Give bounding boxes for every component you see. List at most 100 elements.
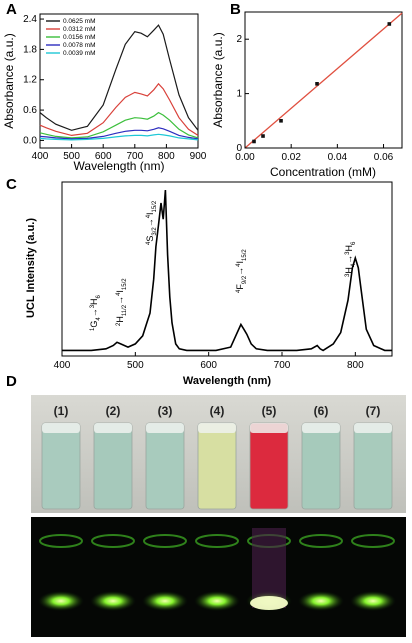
panel-c-xtick-label: 500 — [127, 360, 144, 371]
svg-text:2H11/2→4I15/2: 2H11/2→4I15/2 — [115, 278, 128, 326]
panel-c-xtick-label: 700 — [274, 360, 291, 371]
vial-2: (2) — [90, 404, 136, 611]
vial-label: (7) — [366, 404, 381, 418]
vial-solution — [353, 422, 393, 510]
panel-a-legend-label: 0.0039 mM — [63, 50, 96, 57]
vial-5: (5) — [246, 404, 292, 611]
panel-a-xtick-label: 500 — [63, 151, 80, 162]
vial-label: (5) — [262, 404, 277, 418]
panel-b-point — [315, 82, 319, 86]
panel-b-ytick-label: 1 — [236, 89, 242, 100]
annotation-g4-h6: 1G4→3H6 — [89, 294, 102, 331]
vial-5-glow-core — [250, 596, 288, 610]
panel-b-xtick-label: 0.06 — [374, 152, 394, 163]
panel-b-xtick-label: 0.04 — [328, 152, 348, 163]
vial-solution — [301, 422, 341, 510]
vial-glow-rim — [39, 534, 83, 548]
panel-a-xtick-label: 900 — [190, 151, 207, 162]
panel-a-legend-label: 0.0625 mM — [63, 18, 96, 25]
vial-label: (3) — [158, 404, 173, 418]
vial-6: (6) — [298, 404, 344, 611]
vial-glow-band — [194, 591, 240, 611]
panel-d-photo: (1) (2) (3) (4) (5) (6) (7) — [31, 395, 406, 637]
panel-letter-a: A — [6, 1, 17, 18]
vial-3: (3) — [142, 404, 188, 611]
panel-letter-d: D — [6, 373, 17, 390]
panel-b-frame — [244, 11, 403, 149]
panel-b-xtick-label: 0.02 — [281, 152, 301, 163]
panel-a-xlabel: Wavelength (nm) — [74, 159, 165, 173]
vial-solution — [41, 422, 81, 510]
panel-letter-c: C — [6, 176, 17, 193]
svg-text:4S3/2→4I15/2: 4S3/2→4I15/2 — [145, 200, 158, 245]
vial-glow-band — [90, 591, 136, 611]
panel-a-xtick-label: 700 — [126, 151, 143, 162]
vial-solution — [249, 422, 289, 510]
photo-bottom-background — [31, 517, 406, 637]
vial-glow-rim — [143, 534, 187, 548]
panel-c-xtick-label: 400 — [54, 360, 71, 371]
vial-label: (4) — [210, 404, 225, 418]
panel-c-xtick-label: 600 — [200, 360, 217, 371]
svg-text:4F9/2→4I15/2: 4F9/2→4I15/2 — [235, 249, 248, 293]
vial-glow-band — [298, 591, 344, 611]
vial-meniscus — [42, 423, 80, 433]
panel-a-series-3 — [39, 127, 199, 140]
vial-glow-rim — [195, 534, 239, 548]
panel-b-ylabel: Absorbance (a.u.) — [211, 32, 225, 127]
vial-4: (4) — [194, 404, 240, 611]
panel-a-series-0 — [39, 24, 199, 131]
svg-text:1G4→3H6: 1G4→3H6 — [89, 294, 102, 331]
panel-a-ytick-label: 2.4 — [23, 14, 37, 25]
panel-b-xtick-label: 0.00 — [235, 152, 255, 163]
vial-meniscus — [302, 423, 340, 433]
panel-c-frame — [61, 181, 393, 357]
panel-a-ytick-label: 1.8 — [23, 44, 37, 55]
panel-c-xlabel: Wavelength (nm) — [183, 375, 272, 387]
panel-a-series-4 — [39, 133, 199, 141]
vial-meniscus — [146, 423, 184, 433]
panel-b-point — [261, 134, 265, 138]
panel-c-xtick-label: 800 — [347, 360, 364, 371]
annotation-f92-i152: 4F9/2→4I15/2 — [235, 249, 248, 293]
panel-a-series-1 — [39, 82, 199, 137]
vial-meniscus — [94, 423, 132, 433]
panel-c-ylabel: UCL Intensity (a.u.) — [25, 218, 37, 318]
panel-b-point — [387, 22, 392, 26]
panel-a-chart: 0.0 0.6 1.2 1.8 2.4 400 500 600 700 800 900 0.062… — [2, 13, 207, 173]
panel-a-legend-label: 0.0156 mM — [63, 34, 96, 41]
vial-glow-band — [38, 591, 84, 611]
vial-1: (1) — [38, 404, 84, 611]
panel-a-xtick-label: 400 — [32, 151, 49, 162]
panel-a-frame — [39, 13, 199, 149]
panel-a-legend-label: 0.0078 mM — [63, 42, 96, 49]
panel-a-xtick-label: 800 — [158, 151, 175, 162]
panel-a-ytick-label: 0.6 — [23, 105, 37, 116]
vial-glow-band — [142, 591, 188, 611]
annotation-h112-i152: 2H11/2→4I15/2 — [115, 278, 128, 326]
vial-meniscus — [198, 423, 236, 433]
annotation-s32-i152: 4S3/2→4I15/2 — [145, 200, 158, 245]
panel-a-series-2 — [39, 111, 199, 139]
panel-b-fit-line — [244, 12, 403, 149]
panel-b-ytick-label: 0 — [236, 143, 242, 154]
vial-solution — [145, 422, 185, 510]
vial-meniscus — [354, 423, 392, 433]
vial-glow-rim — [299, 534, 343, 548]
panel-b-ytick-label: 2 — [236, 34, 242, 45]
panel-c-ucl-spectrum — [62, 189, 392, 352]
panel-a-xtick-label: 600 — [95, 151, 112, 162]
vial-glow-rim — [351, 534, 395, 548]
vial-glow-rim — [91, 534, 135, 548]
vial-solution — [197, 422, 237, 510]
panel-a-ytick-label: 0.0 — [23, 135, 37, 146]
annotation-h4-h6: 3H4→3H6 — [344, 241, 357, 277]
vial-meniscus — [250, 423, 288, 433]
panel-c-chart: 400 500 600 700 800 Wavelength (nm) UCL Inte… — [25, 181, 393, 387]
panel-a-legend-label: 0.0312 mM — [63, 26, 96, 33]
svg-text:3H4→3H6: 3H4→3H6 — [344, 241, 357, 277]
panel-a-ytick-label: 1.2 — [23, 75, 37, 86]
vial-glow-band — [350, 591, 396, 611]
vial-label: (2) — [106, 404, 121, 418]
